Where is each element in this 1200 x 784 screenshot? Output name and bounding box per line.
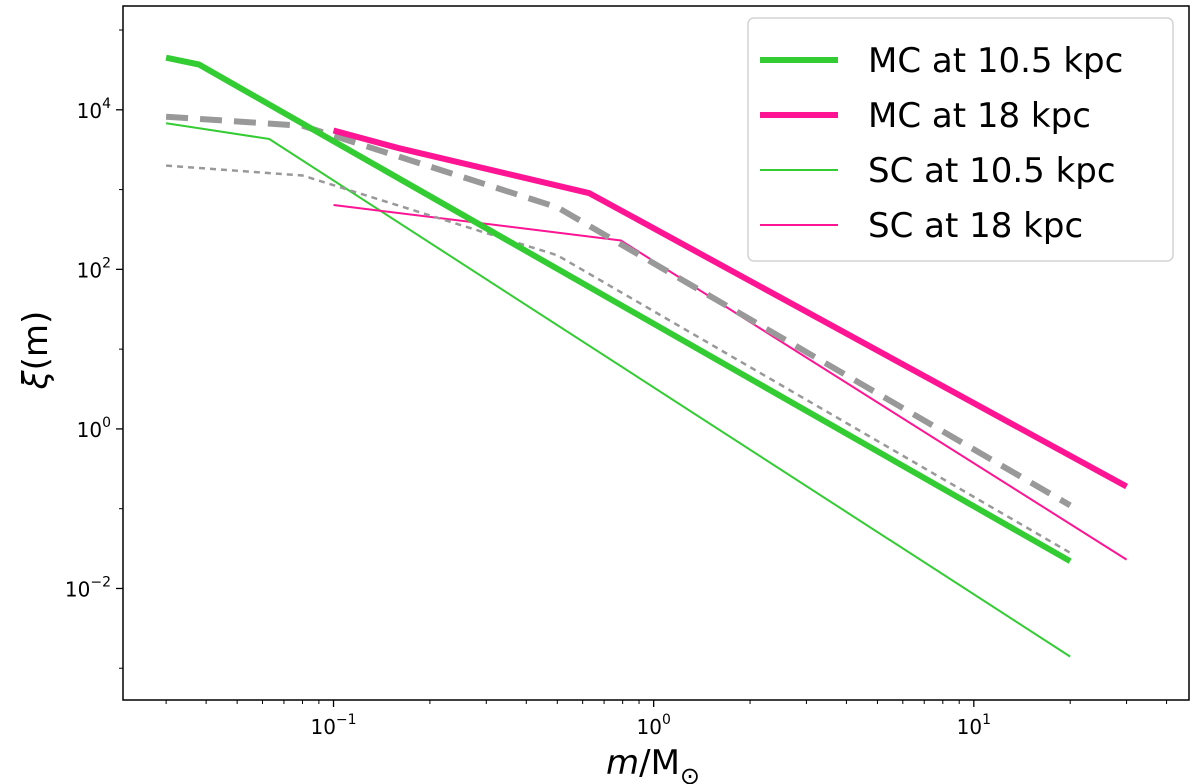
x-axis-label-symbol: m	[606, 743, 639, 783]
series-layer	[165, 54, 1129, 658]
series-line-mc-at-18-kpc	[332, 127, 1129, 490]
series-line-reference-thick-dashed	[165, 113, 1072, 508]
y-axis-label-symbol: ξ	[16, 369, 56, 390]
x-tick-label: 101	[957, 712, 991, 739]
series-line-sc-at-18-kpc	[333, 204, 1128, 561]
series-line-sc-at-10-5-kpc	[165, 122, 1071, 658]
x-axis-label: m/M⊙	[606, 743, 700, 784]
x-tick-label-base: 10	[310, 715, 335, 739]
y-tick-label-base: 10	[77, 418, 102, 442]
y-tick-label-exponent: 2	[102, 255, 111, 271]
y-tick-label-exponent: 0	[102, 415, 111, 431]
x-tick-label: 100	[636, 712, 670, 739]
x-tick-label-base: 10	[957, 715, 982, 739]
y-tick-label-exponent: −2	[90, 574, 111, 590]
series-line-reference-thin-dashed	[166, 164, 1071, 554]
legend-label: SC at 18 kpc	[868, 206, 1083, 246]
x-axis-label-unit: /M	[639, 743, 680, 783]
x-tick-label-exponent: 0	[662, 712, 671, 728]
legend-box	[747, 17, 1174, 262]
legend-label: SC at 10.5 kpc	[868, 151, 1116, 191]
x-tick-label: 10−1	[310, 712, 356, 739]
y-tick-label: 104	[77, 96, 111, 123]
y-tick-label: 10−2	[65, 574, 111, 601]
y-tick-label: 102	[77, 255, 111, 282]
x-axis-label-subscript: ⊙	[680, 762, 700, 784]
x-tick-label-exponent: −1	[336, 712, 357, 728]
y-tick-label: 100	[77, 415, 111, 442]
legend-label: MC at 18 kpc	[868, 96, 1091, 136]
x-tick-label-exponent: 1	[982, 712, 991, 728]
plot-frame	[122, 5, 1190, 701]
y-tick-label-base: 10	[65, 577, 90, 601]
legend-label: MC at 10.5 kpc	[868, 41, 1123, 81]
y-axis-label-arg: (m)	[16, 311, 56, 371]
y-tick-label-base: 10	[77, 258, 102, 282]
legend: MC at 10.5 kpc MC at 18 kpc SC at 10.5 kpc…	[747, 17, 1174, 262]
y-tick-label-exponent: 4	[102, 96, 111, 112]
x-tick-label-base: 10	[636, 715, 661, 739]
series-line-mc-at-10-5-kpc	[165, 54, 1072, 564]
y-tick-label-base: 10	[77, 99, 102, 123]
y-axis-label: ξ(m)	[16, 311, 56, 391]
